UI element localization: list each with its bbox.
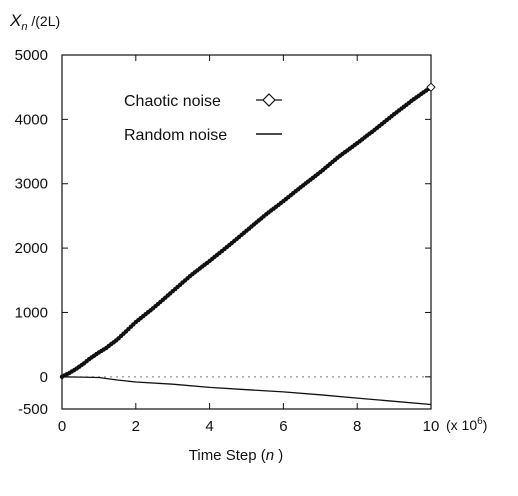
y-tick-label: 0 — [40, 369, 48, 386]
y-tick-label: 5000 — [15, 47, 48, 64]
y-tick-label: 4000 — [15, 111, 48, 128]
x-axis-label: Time Step (n ) — [189, 447, 283, 464]
legend-label-chaotic-noise: Chaotic noise — [124, 93, 221, 110]
y-axis-label: Xn /(2L) — [9, 11, 60, 33]
x-axis-ticks: 0 2 4 6 8 10 — [58, 55, 440, 435]
x-axis-multiplier: (x 106) — [446, 416, 487, 433]
series-end-marker-chaotic-noise — [426, 82, 436, 92]
x-tick-label: 4 — [205, 418, 213, 435]
legend-marker-chaotic-noise-diamond — [262, 93, 276, 107]
legend-label-random-noise: Random noise — [124, 127, 227, 144]
y-tick-label: -500 — [18, 401, 48, 418]
x-tick-label: 10 — [423, 418, 440, 435]
x-tick-label: 2 — [132, 418, 140, 435]
y-tick-label: 1000 — [15, 304, 48, 321]
x-tick-label: 8 — [353, 418, 361, 435]
y-axis-ticks: -500 0 1000 2000 3000 4000 5000 — [15, 47, 431, 418]
legend: Chaotic noise Random noise — [124, 93, 282, 144]
series-layer — [59, 82, 436, 406]
y-tick-label: 2000 — [15, 240, 48, 257]
x-tick-label: 6 — [279, 418, 287, 435]
y-tick-label: 3000 — [15, 176, 48, 193]
x-tick-label: 0 — [58, 418, 66, 435]
plot-area-frame — [61, 54, 432, 410]
series-line-random-noise — [61, 376, 432, 406]
